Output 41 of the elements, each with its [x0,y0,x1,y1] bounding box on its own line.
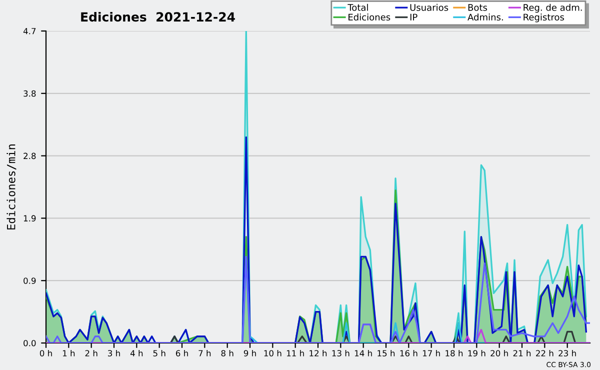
legend-label: Ediciones [348,14,390,21]
x-tick-label: 0 h [40,350,52,356]
x-tick-label: 7 h [198,350,211,356]
x-tick-label: 12 h [310,350,327,356]
x-tick-label: 17 h [422,350,440,356]
y-tick-label: 2.8 [24,152,36,160]
y-axis-title: Ediciones/min [6,144,16,230]
x-tick-label: 13 h [332,350,350,356]
y-tick-label: 4.7 [23,28,36,34]
x-tick-label: 20 h [490,350,508,356]
x-tick-label: 2 h [85,350,98,356]
x-tick-label: 5 h [153,350,166,356]
legend-label: Registros [524,14,564,22]
y-tick-label: 0.0 [24,340,36,346]
x-tick-label: 6 h [176,350,188,356]
x-tick-label: 11 h [286,350,304,356]
x-tick-label: 10 h [264,350,282,356]
x-tick-label: 19 h [468,350,486,356]
legend-label: IP [410,14,418,20]
line-series [46,136,587,343]
legend-label: Usuarios [410,4,448,11]
x-tick-label: 9 h [244,350,256,356]
x-tick-label: 15 h [378,350,395,356]
x-tick-label: 14 h [354,350,372,356]
x-tick-label: 3 h [108,350,120,356]
x-tick-label: 22 h [536,350,554,356]
x-tick-label: 23 h [558,350,576,356]
legend-label: Total [348,4,368,11]
x-tick-label: 1 h [62,350,75,356]
x-tick-label: 21 h [513,350,531,356]
legend-label: Reg. de adm. [524,4,582,13]
x-tick-label: 18 h [446,350,463,356]
y-tick-label: 1.9 [24,215,36,222]
y-tick-label: 0.9 [24,278,36,284]
y-tick-label: 3.8 [24,90,36,97]
legend-label: Admins. [468,14,503,21]
x-tick-label: 8 h [221,350,234,356]
chart-title: Ediciones 2021-12-24 [81,12,235,22]
legend-label: Bots [468,4,488,11]
x-tick-label: 16 h [400,350,418,356]
x-tick-label: 4 h [130,350,143,356]
